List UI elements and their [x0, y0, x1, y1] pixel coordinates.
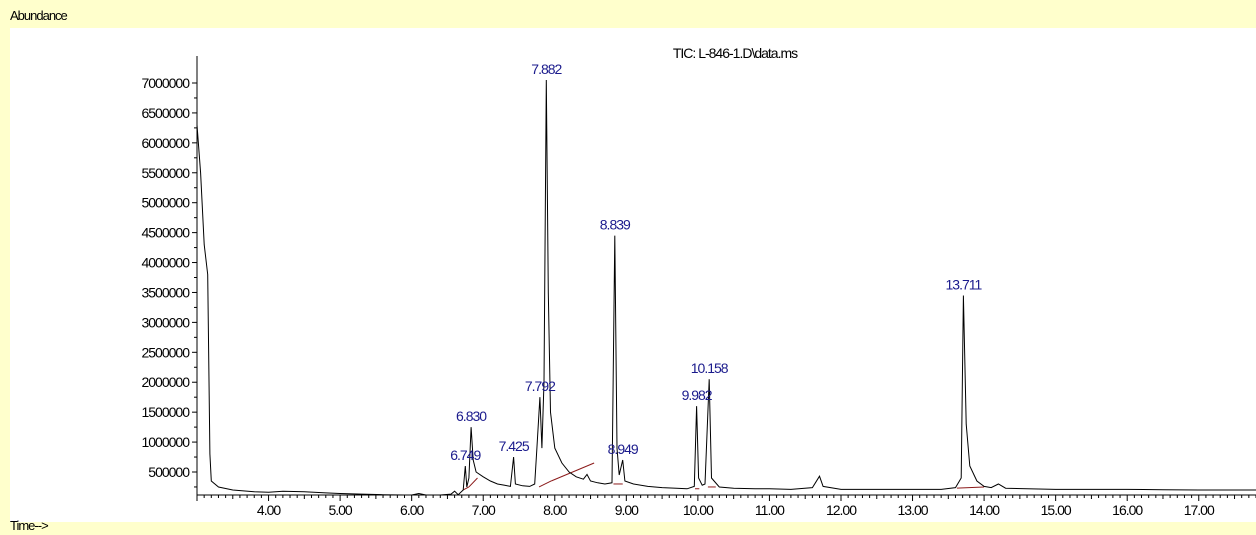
y-tick-label: 2000000 — [141, 374, 190, 390]
y-tick-label: 500000 — [148, 464, 190, 480]
peak-label: 13.711 — [946, 276, 983, 292]
baseline-segment — [538, 480, 552, 488]
baseline-segment — [956, 486, 985, 489]
peak-label: 8.949 — [608, 441, 639, 457]
baseline-segment — [462, 486, 470, 491]
plot-background — [10, 28, 1256, 522]
y-tick-label: 2500000 — [141, 344, 190, 360]
peak-label: 6.830 — [456, 408, 487, 424]
baseline-segment — [550, 462, 595, 482]
peak-label: 10.158 — [691, 360, 729, 376]
y-tick-label: 3000000 — [141, 314, 190, 330]
y-tick-label: 4500000 — [141, 225, 190, 241]
peak-label: 6.749 — [450, 447, 481, 463]
x-tick-label: 15.00 — [1041, 502, 1072, 518]
tic-trace — [196, 79, 1256, 496]
x-tick-label: 12.00 — [826, 502, 857, 518]
y-tick-label: 5500000 — [141, 165, 190, 181]
y-tick-label: 1000000 — [141, 434, 190, 450]
x-tick-label: 9.00 — [615, 502, 639, 518]
x-axis-title: Time--> — [10, 518, 49, 533]
y-tick-label: 7000000 — [141, 75, 190, 91]
peak-label: 8.839 — [600, 217, 631, 233]
y-tick-label: 6000000 — [141, 135, 190, 151]
baseline-segment — [468, 477, 478, 488]
y-tick-label: 4000000 — [141, 255, 190, 271]
peak-label: 9.982 — [682, 387, 713, 403]
x-tick-label: 14.00 — [969, 502, 1000, 518]
y-tick-label: 3500000 — [141, 284, 190, 300]
y-tick-label: 5000000 — [141, 195, 190, 211]
peak-label: 7.882 — [531, 61, 562, 77]
peak-labels: 6.749 6.830 7.425 7.792 7.882 8.839 8.949 9.982… — [450, 61, 983, 463]
peak-label: 7.425 — [499, 438, 530, 454]
x-tick-label: 8.00 — [543, 502, 567, 518]
x-tick-label: 11.00 — [755, 502, 785, 518]
y-tick-label: 1500000 — [141, 404, 190, 420]
y-tick-label: 6500000 — [141, 105, 190, 121]
tic-line — [196, 79, 1256, 496]
y-axis-title: Abundance — [10, 8, 68, 23]
baseline-segments — [462, 462, 985, 491]
x-tick-label: 13.00 — [898, 502, 929, 518]
x-tick-label: 17.00 — [1184, 502, 1215, 518]
peak-label: 7.792 — [525, 378, 556, 394]
x-tick-label: 5.00 — [328, 502, 352, 518]
x-tick-label: 4.00 — [257, 502, 281, 518]
x-tick-label: 6.00 — [400, 502, 424, 518]
axes: 500000 1000000 1500000 2000000 2500000 300000… — [141, 56, 1256, 518]
x-tick-label: 16.00 — [1112, 502, 1143, 518]
x-tick-label: 10.00 — [683, 502, 714, 518]
x-tick-label: 7.00 — [472, 502, 496, 518]
chart-title: TIC: L-846-1.D\data.ms — [673, 45, 798, 61]
